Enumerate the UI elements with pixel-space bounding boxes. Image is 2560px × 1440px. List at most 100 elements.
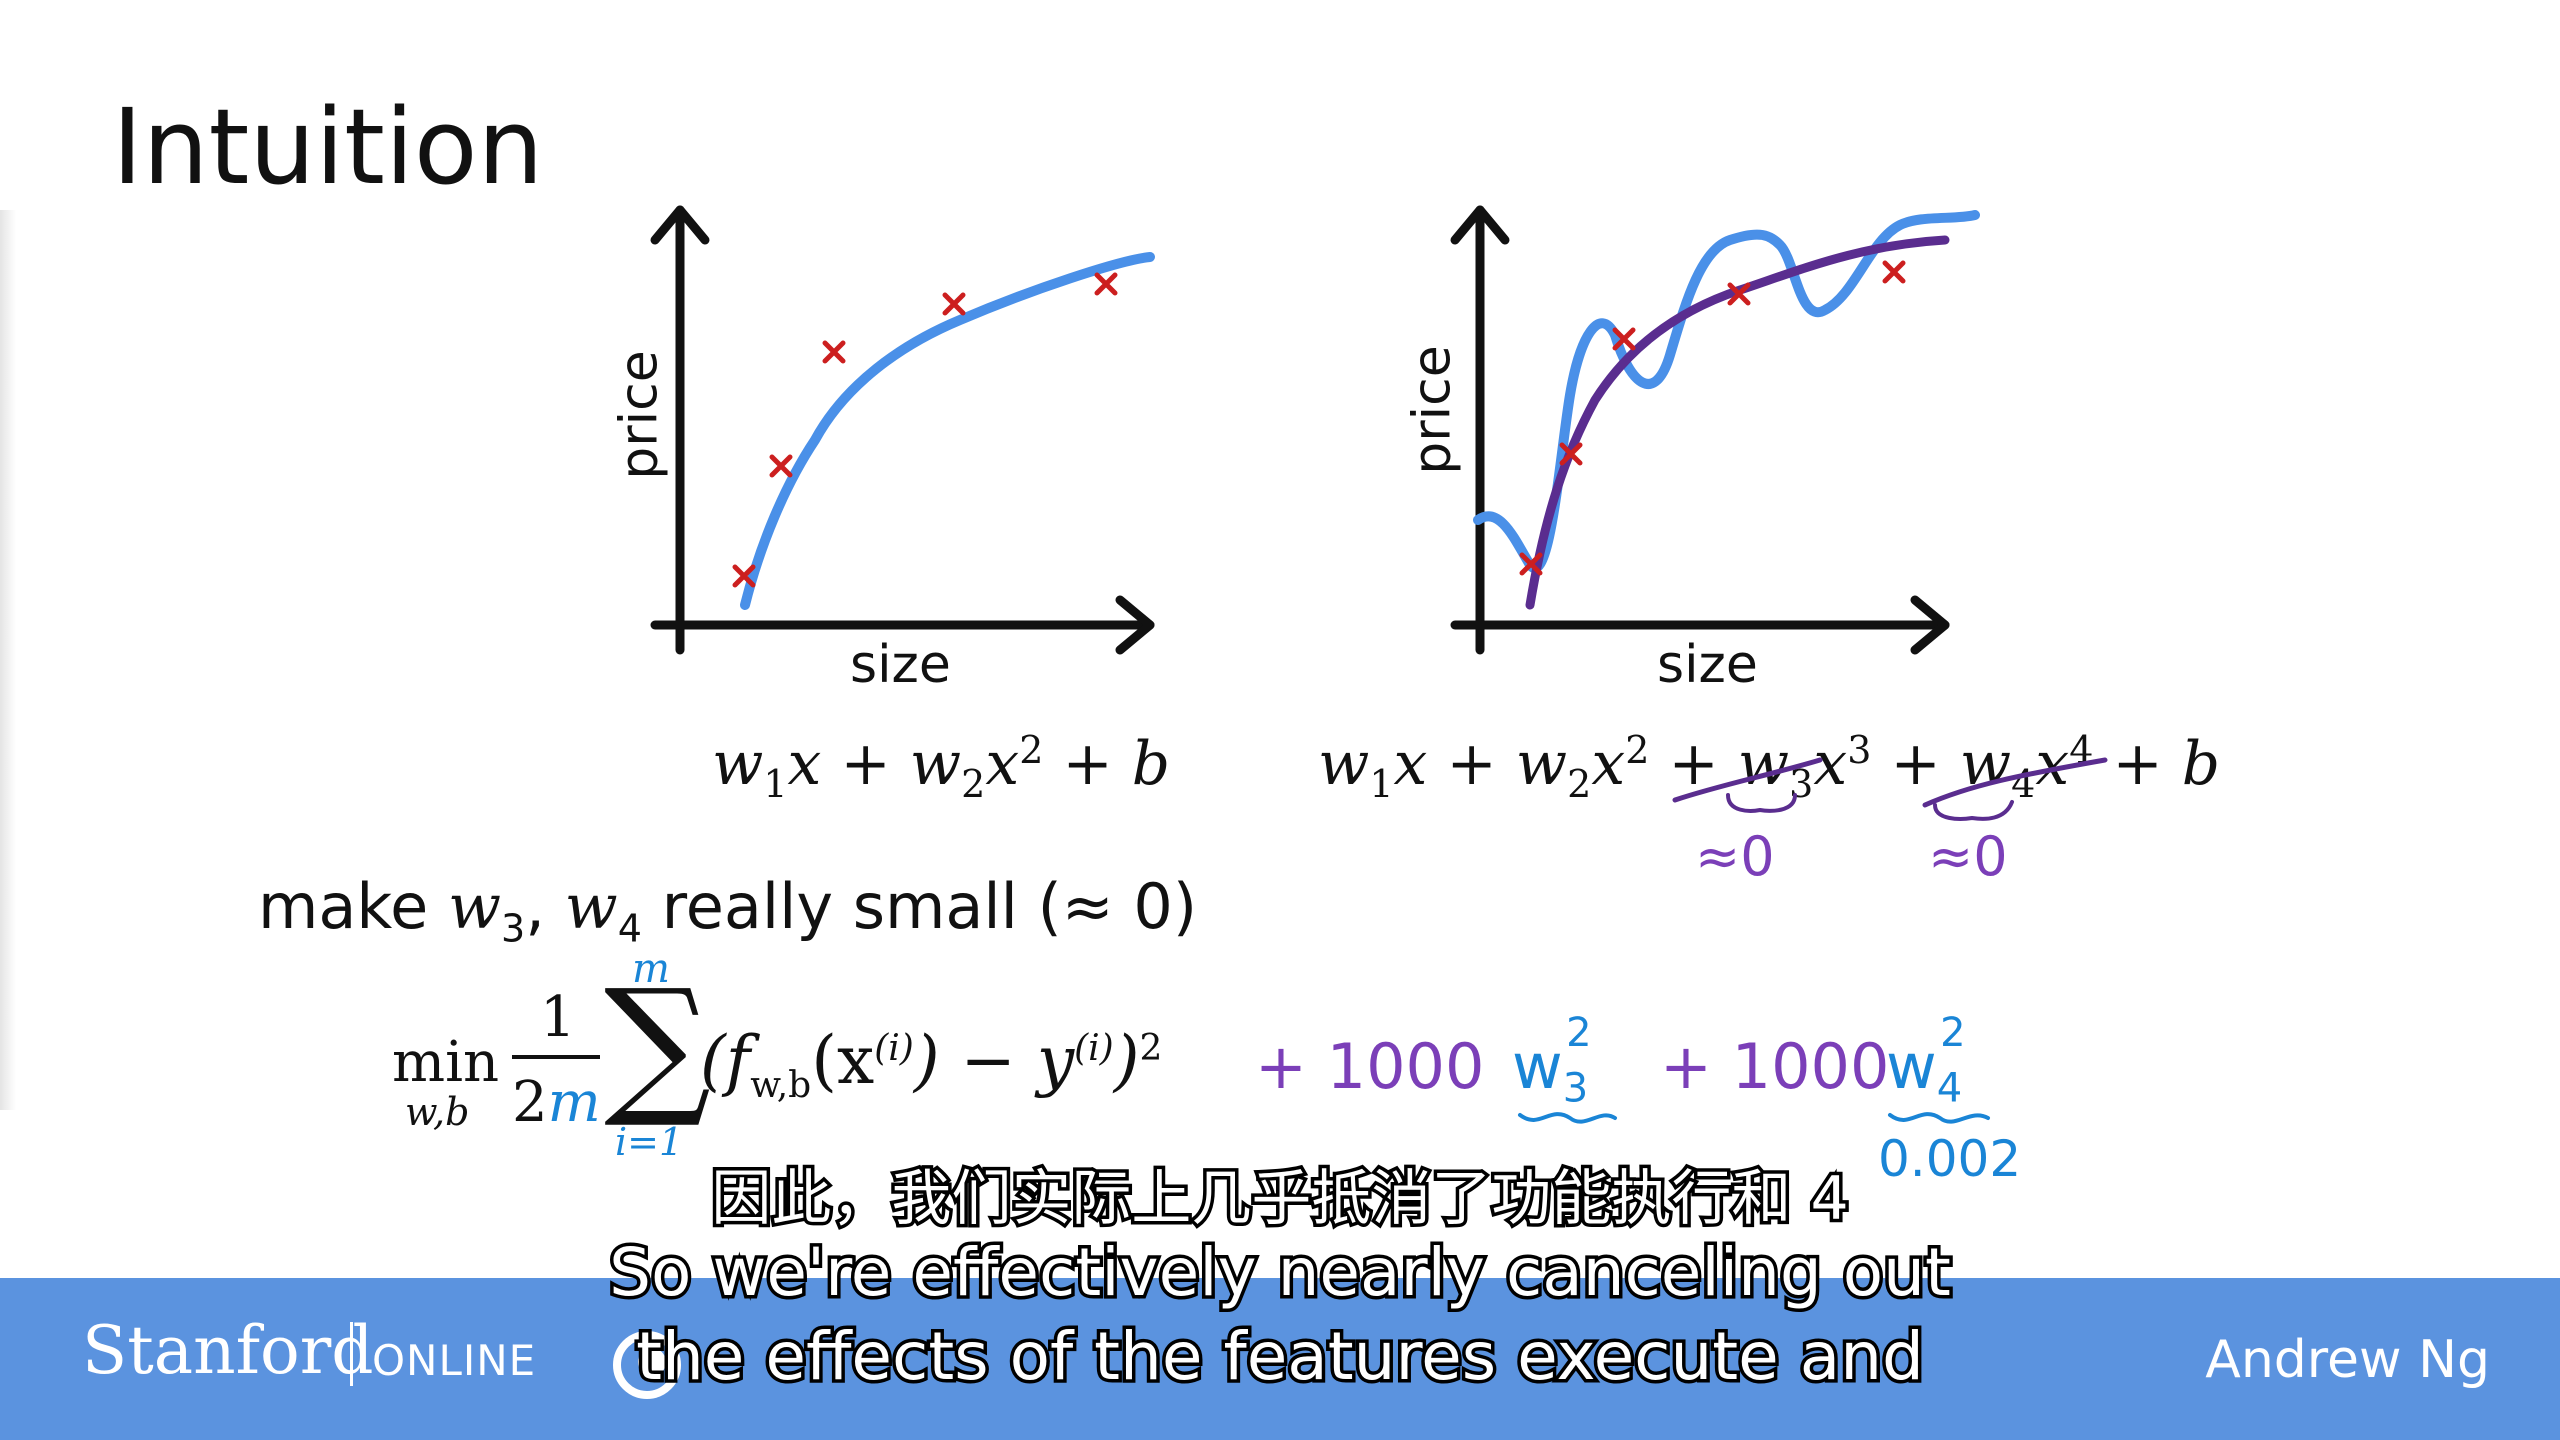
underline-w3 — [1518, 1112, 1617, 1124]
cost-term: ) − y — [913, 1022, 1075, 1099]
strike-w3 — [1672, 757, 1823, 803]
subtitle-english-line1: So we're effectively nearly canceling ou… — [606, 1231, 1955, 1315]
penalty1-var: w — [1512, 1030, 1563, 1103]
data-point — [1882, 260, 1906, 284]
penalty2-coef: + 1000 — [1660, 1030, 1890, 1103]
eq-term: x — [985, 729, 1020, 799]
penalty1-sup: 2 — [1566, 1010, 1592, 1057]
data-point — [942, 292, 966, 316]
left-xlabel: size — [850, 635, 951, 695]
left-plot-axes — [650, 205, 1155, 655]
statement-sub: 4 — [617, 906, 642, 951]
brace-w4 — [1933, 800, 2014, 821]
cost-body: (fw,b(x(i)) − y(i))2 — [700, 1022, 1162, 1106]
cost-frac-den: 2m — [512, 1070, 601, 1135]
left-x-arrow — [1115, 595, 1155, 655]
left-data-points — [732, 272, 1118, 588]
data-point — [1559, 442, 1583, 466]
right-y-arrow — [1450, 205, 1510, 245]
data-point — [822, 340, 846, 364]
penalty2-sup: 2 — [1940, 1010, 1966, 1057]
penalty2-sub: 4 — [1936, 1065, 1963, 1112]
eq-sub: 2 — [961, 762, 986, 806]
cost-sum-top: m — [632, 946, 670, 992]
data-point — [732, 564, 756, 588]
statement-text: , — [525, 870, 565, 943]
data-point — [1519, 552, 1543, 576]
eq-term: + b — [2093, 729, 2221, 799]
right-data-points — [1519, 260, 1906, 576]
right-regularized-curve — [1525, 235, 1950, 610]
underline-w4 — [1888, 1112, 1990, 1124]
left-edge-shadow — [0, 210, 16, 1110]
left-ylabel: price — [609, 350, 670, 480]
left-equation: w1x + w2x2 + b — [712, 728, 1170, 806]
right-ylabel: price — [1402, 345, 1463, 475]
eq-sup: 2 — [1625, 728, 1650, 772]
eq-sup: 3 — [1847, 728, 1872, 772]
penalty1-coef: + 1000 — [1255, 1030, 1485, 1103]
eq-sup: 2 — [1019, 728, 1044, 772]
cost-sup: 2 — [1139, 1028, 1163, 1069]
cost-min-sub: w,b — [405, 1090, 470, 1134]
data-point — [1094, 272, 1118, 296]
left-fit-curve — [740, 252, 1155, 610]
approx-zero-w3: ≈0 — [1695, 825, 1775, 888]
cost-sum-bottom: i=1 — [615, 1120, 684, 1164]
right-equation: w1x + w2x2 + w3x3 + w4x4 + b — [1318, 728, 2220, 806]
stanford-logo: Stanford — [82, 1312, 374, 1389]
statement-sub: 3 — [501, 906, 526, 951]
brace-w3 — [1726, 793, 1797, 813]
make-small-statement: make w3, w4 really small (≈ 0) — [258, 870, 1197, 950]
data-point — [769, 454, 793, 478]
slide-title: Intuition — [112, 86, 544, 208]
eq-term: x — [2035, 729, 2070, 799]
left-y-arrow — [650, 205, 710, 245]
stanford-online-label: ONLINE — [372, 1336, 537, 1385]
statement-text: make — [258, 870, 448, 943]
left-plot — [650, 205, 1155, 655]
subtitle-chinese: 因此，我们实际上几乎抵消了功能执行和 4 — [708, 1161, 1852, 1238]
data-point — [1727, 282, 1751, 306]
right-plot-axes — [1450, 205, 1950, 655]
eq-term: x — [1813, 729, 1848, 799]
eq-sub: 1 — [763, 762, 788, 806]
eq-term: + b — [1043, 729, 1171, 799]
brand-divider — [350, 1322, 353, 1386]
penalty-underlines — [1518, 1112, 1990, 1124]
penalty2-w: w4 2 — [1886, 1010, 1988, 1112]
eq-term: + w — [1649, 729, 1790, 799]
statement-text: really small (≈ 0) — [641, 870, 1198, 943]
cost-frac-den-m: m — [547, 1070, 601, 1135]
sigma-icon: ∑ — [604, 958, 712, 1132]
cost-term: (x — [811, 1022, 875, 1099]
cost-min: min — [392, 1030, 500, 1095]
eq-term: + w — [1871, 729, 2012, 799]
right-x-arrow — [1910, 595, 1950, 655]
cost-sup: (i) — [1074, 1028, 1114, 1069]
cost-sup: (i) — [874, 1028, 914, 1069]
eq-term: x + w — [787, 729, 962, 799]
statement-var: w — [564, 870, 618, 943]
data-point — [1612, 327, 1636, 351]
right-overfit-curve — [1473, 210, 1980, 573]
handwritten-annotations — [1672, 757, 2108, 821]
right-xlabel: size — [1657, 635, 1758, 695]
deeplearning-logo-icon — [613, 1331, 681, 1399]
cost-frac-bar — [512, 1055, 600, 1059]
eq-term: w — [712, 729, 764, 799]
cost-frac-num: 1 — [540, 985, 576, 1050]
presenter-name: Andrew Ng — [2205, 1330, 2490, 1390]
eq-term: x — [1591, 729, 1626, 799]
cost-sub: w,b — [750, 1065, 812, 1107]
footer-bar — [0, 1278, 2560, 1440]
cost-term: ) — [1113, 1022, 1140, 1099]
statement-var: w — [447, 870, 502, 943]
approx-zero-w4: ≈0 — [1928, 825, 2008, 888]
penalty1-w: w3 2 — [1512, 1010, 1614, 1111]
eq-term: x + w — [1393, 729, 1568, 799]
cost-frac-den-2: 2 — [512, 1070, 548, 1135]
penalty2-value: 0.002 — [1878, 1130, 2022, 1188]
cost-term: (f — [700, 1022, 751, 1099]
